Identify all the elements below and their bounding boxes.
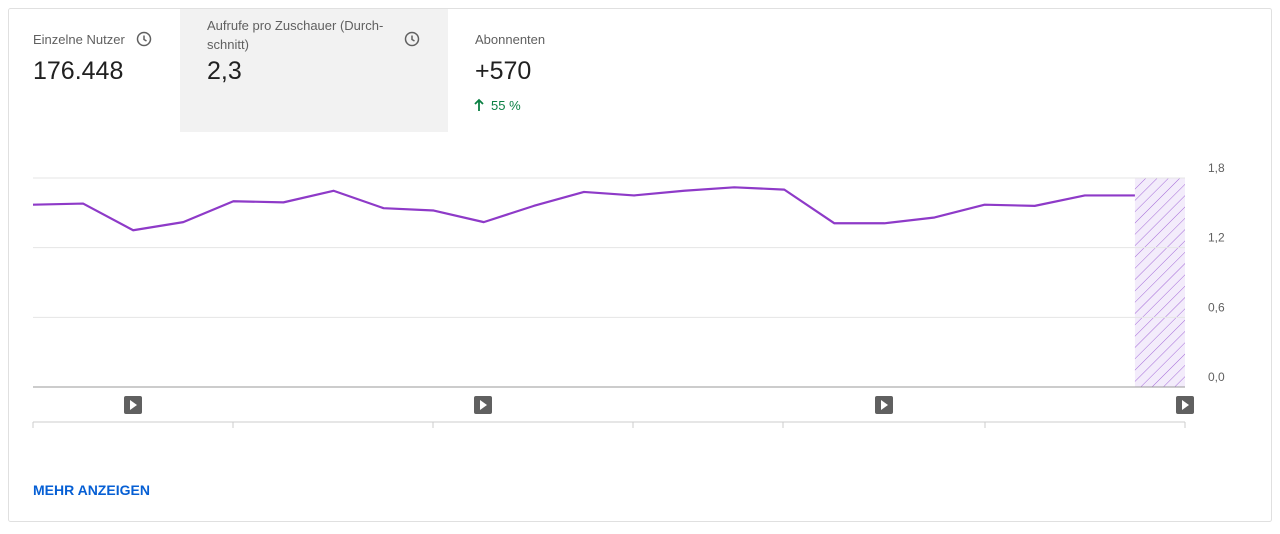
metric-change: 55 % bbox=[491, 98, 521, 113]
x-axis-ticks bbox=[32, 422, 1186, 428]
y-tick-label: 1,8 bbox=[1208, 161, 1225, 175]
card-border bbox=[8, 8, 1272, 522]
selected-tab[interactable] bbox=[180, 9, 448, 132]
show-more-link[interactable]: MEHR ANZEIGEN bbox=[33, 482, 150, 498]
clock-icon bbox=[404, 31, 420, 47]
metric-label: schnitt) bbox=[207, 37, 249, 52]
clock-icon bbox=[136, 31, 152, 47]
incomplete-region bbox=[1134, 178, 1185, 387]
metric-value: 176.448 bbox=[33, 57, 123, 85]
metric-value: +570 bbox=[475, 57, 531, 85]
y-tick-label: 0,0 bbox=[1208, 370, 1225, 384]
metric-label: Aufrufe pro Zuschauer (Durch- bbox=[207, 18, 383, 33]
y-tick-label: 1,2 bbox=[1208, 231, 1225, 245]
up-arrow bbox=[474, 98, 484, 111]
line-chart: 0,0 0,6 1,2 1,8 bbox=[32, 161, 1225, 388]
metric-label: Abonnenten bbox=[475, 32, 545, 47]
y-tick-label: 0,6 bbox=[1208, 300, 1225, 314]
metric-label: Einzelne Nutzer bbox=[33, 32, 125, 47]
video-markers[interactable] bbox=[124, 396, 1194, 414]
metric-value: 2,3 bbox=[207, 57, 242, 85]
series-line bbox=[32, 186, 1135, 232]
